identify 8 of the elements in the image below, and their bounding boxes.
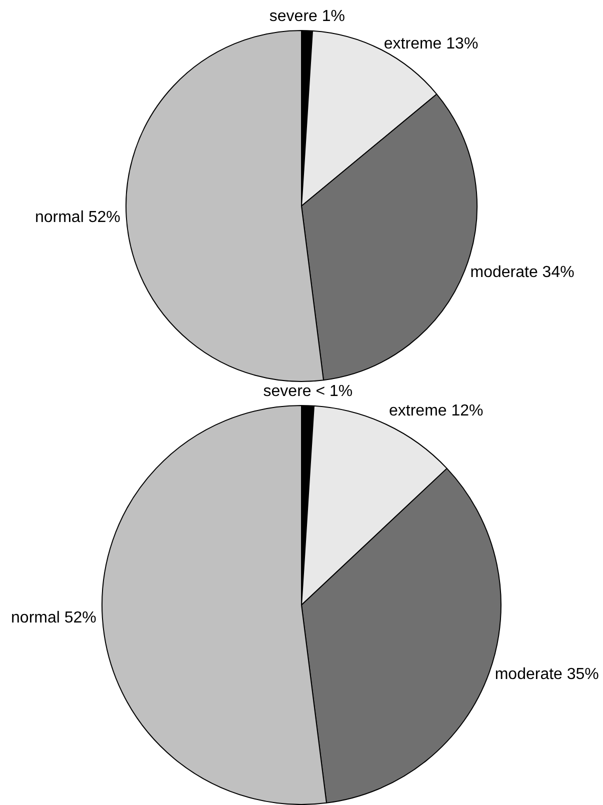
slice-label: extreme 12%: [389, 402, 484, 420]
slice-label: extreme 13%: [384, 36, 478, 53]
slice-label: moderate 34%: [470, 264, 574, 282]
slice-label: normal 52%: [34, 208, 120, 226]
slice-label: normal 52%: [11, 609, 96, 626]
slice-label: moderate 35%: [494, 666, 599, 684]
slice-label: severe 1%: [269, 8, 345, 25]
slice-label: severe < 1%: [263, 383, 353, 400]
